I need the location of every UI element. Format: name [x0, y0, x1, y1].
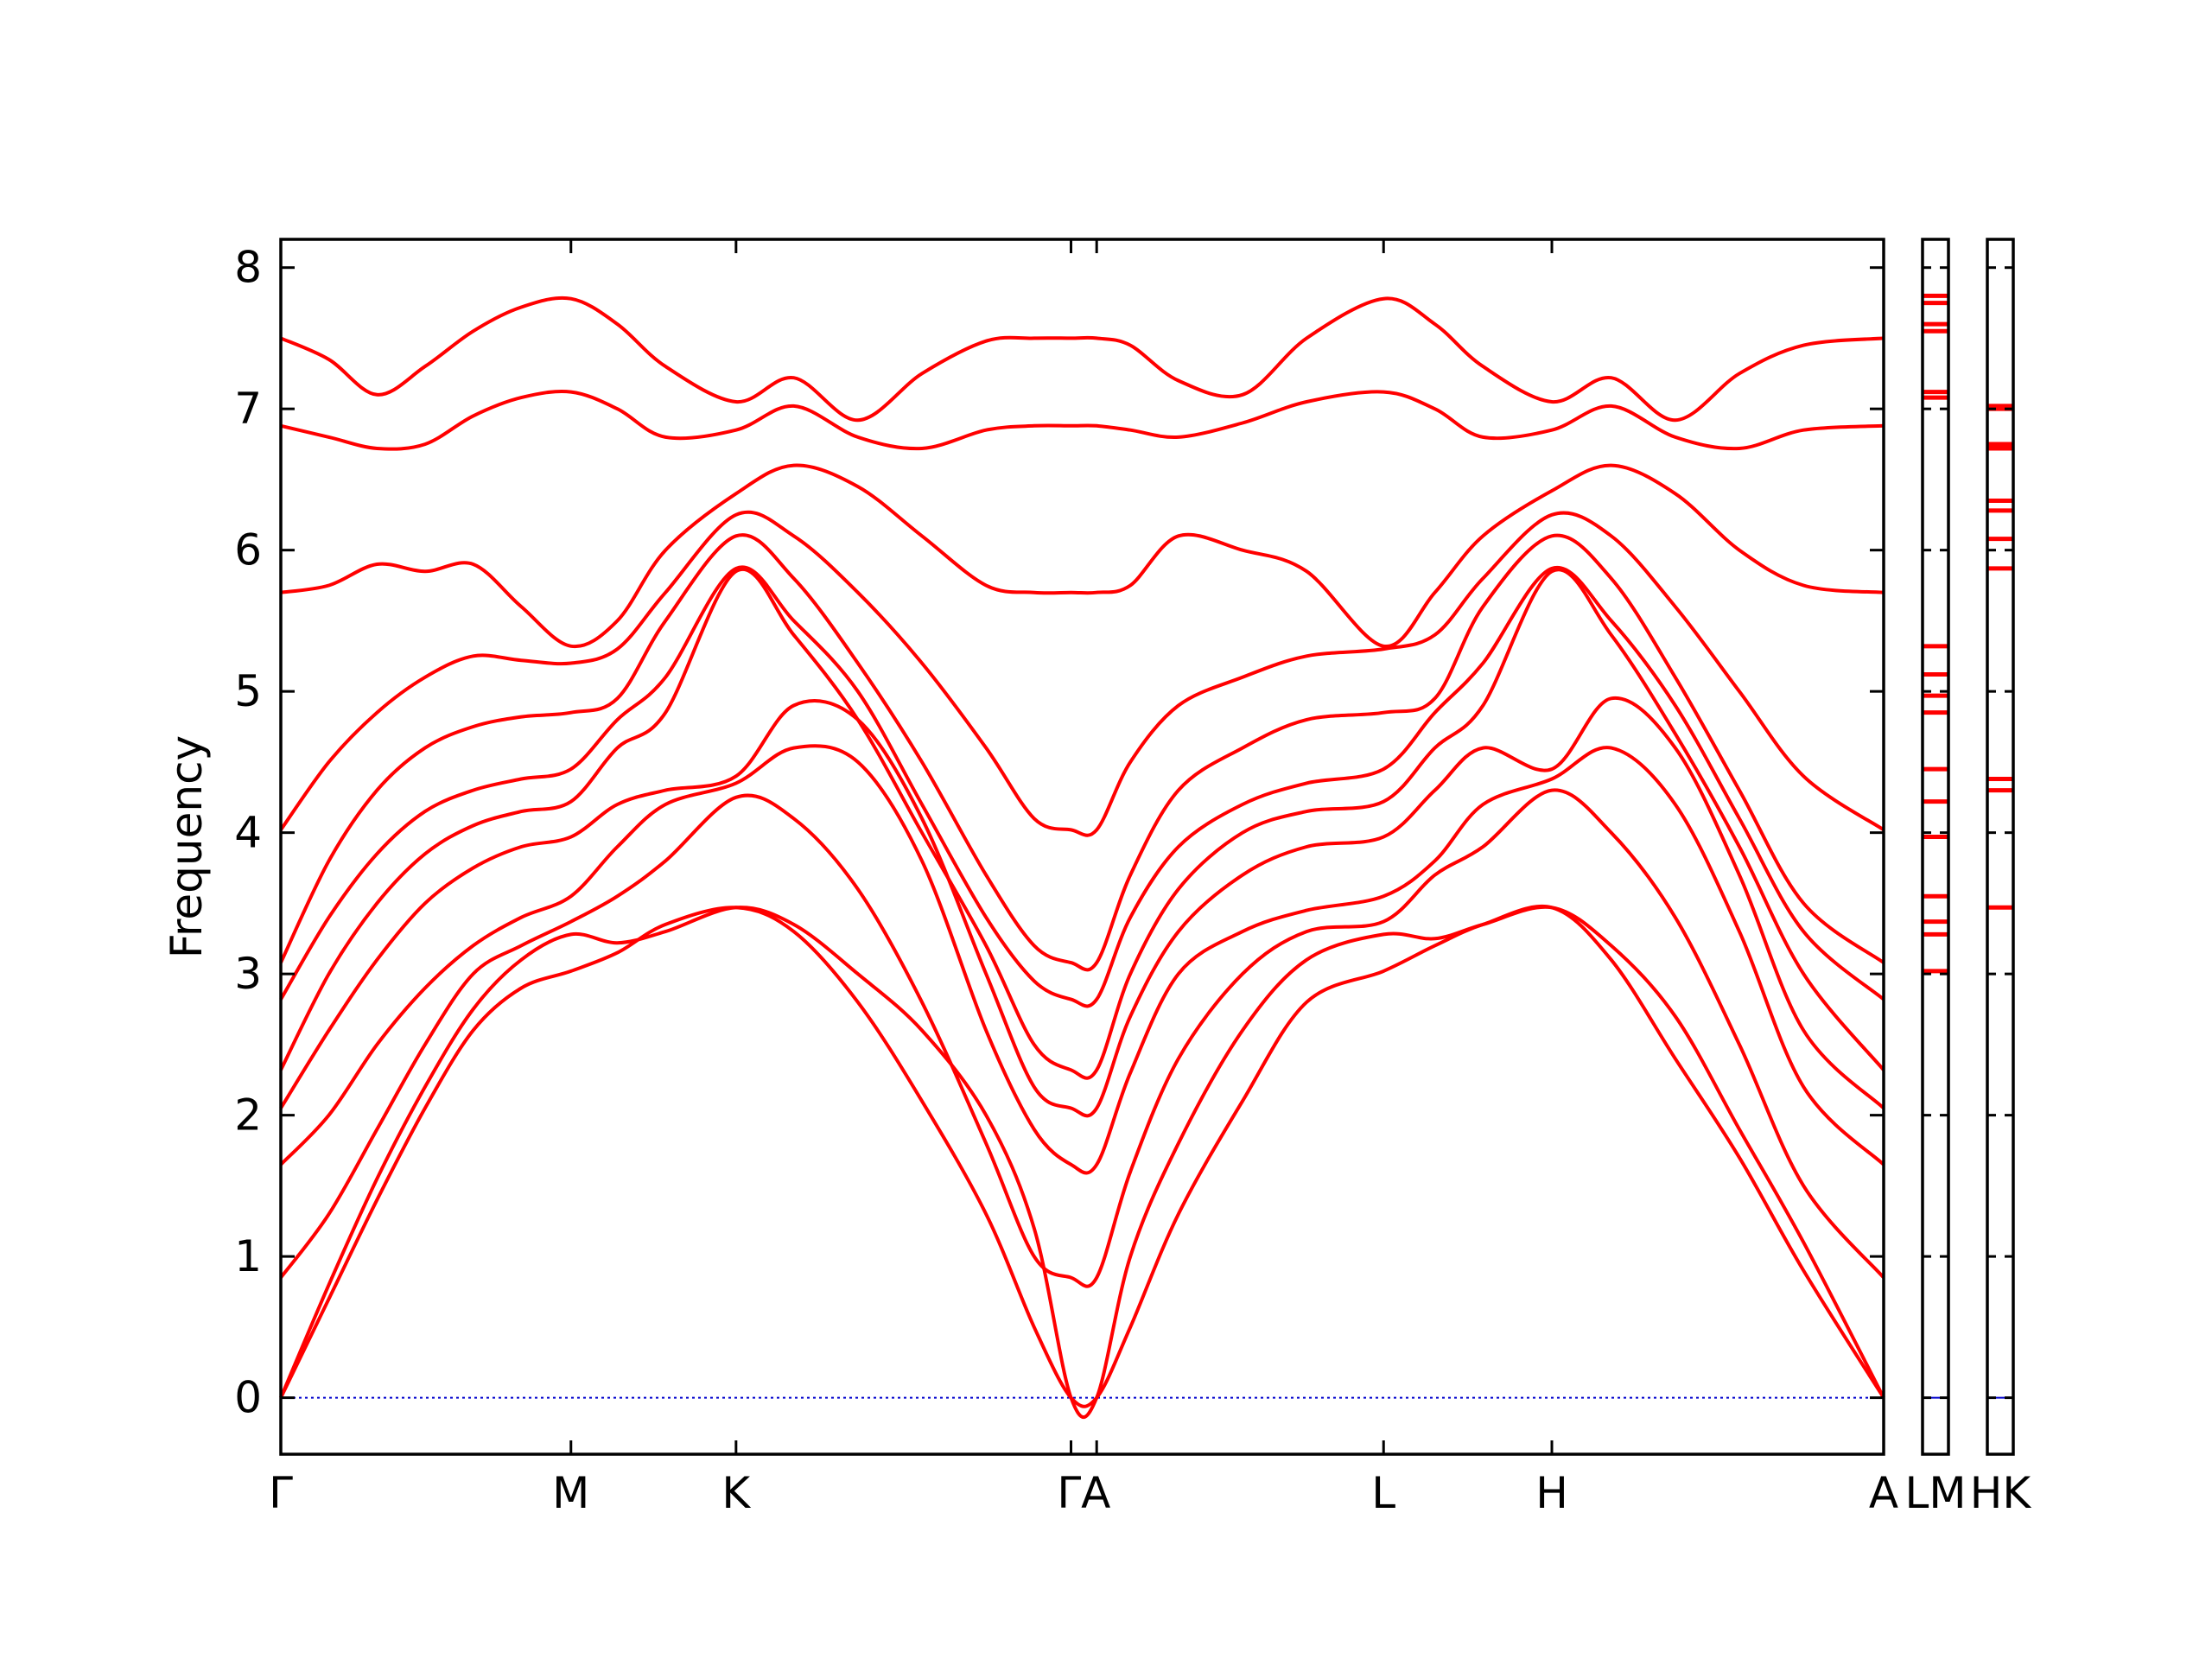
- y-tick-label-5: 5: [234, 666, 262, 716]
- band-line-7: [279, 565, 1885, 1008]
- axes: [279, 238, 2015, 1456]
- main-frame: [279, 238, 1885, 1456]
- y-tick-label-4: 4: [234, 808, 262, 858]
- band-line-1: [279, 904, 1885, 1408]
- side-panels: [1923, 293, 2013, 974]
- x-label-5: H: [1535, 1468, 1568, 1518]
- y-tick-label-7: 7: [234, 384, 262, 434]
- axis-labels: 0 1 2 3 4 5 6 7 8 Frequency Γ M K ΓA L H A LM HK: [162, 243, 2031, 1518]
- y-tick-label-6: 6: [234, 525, 262, 575]
- band-line-5: [279, 696, 1885, 1118]
- x-label-3: ΓA: [1057, 1468, 1110, 1518]
- band-line-4: [279, 744, 1885, 1175]
- x-label-1: M: [552, 1468, 589, 1518]
- x-label-6: A: [1869, 1468, 1898, 1518]
- y-axis-title: Frequency: [162, 735, 212, 958]
- band-line-6: [279, 567, 1885, 1080]
- band-line-12: [280, 296, 1885, 423]
- band-line-11: [280, 390, 1885, 451]
- band-curves: [279, 296, 1885, 1420]
- y-tick-label-0: 0: [234, 1373, 262, 1423]
- panel-1-label: LM: [1905, 1468, 1967, 1518]
- y-tick-label-3: 3: [234, 949, 262, 999]
- x-label-gamma-start: Γ: [269, 1468, 293, 1518]
- y-tick-label-8: 8: [234, 243, 262, 293]
- band-line-9: [279, 510, 1885, 837]
- y-tick-label-2: 2: [234, 1090, 262, 1141]
- panel-2-label: HK: [1970, 1468, 2032, 1518]
- y-tick-label-1: 1: [234, 1231, 262, 1281]
- x-label-2: K: [721, 1468, 751, 1518]
- x-label-4: L: [1371, 1468, 1395, 1518]
- panel-frame-2: [1986, 238, 2015, 1456]
- band-line-3: [279, 788, 1885, 1288]
- panel-frame-1: [1921, 238, 1950, 1456]
- band-line-10: [280, 463, 1885, 649]
- band-line-2: [279, 905, 1885, 1420]
- band-line-8: [279, 533, 1885, 972]
